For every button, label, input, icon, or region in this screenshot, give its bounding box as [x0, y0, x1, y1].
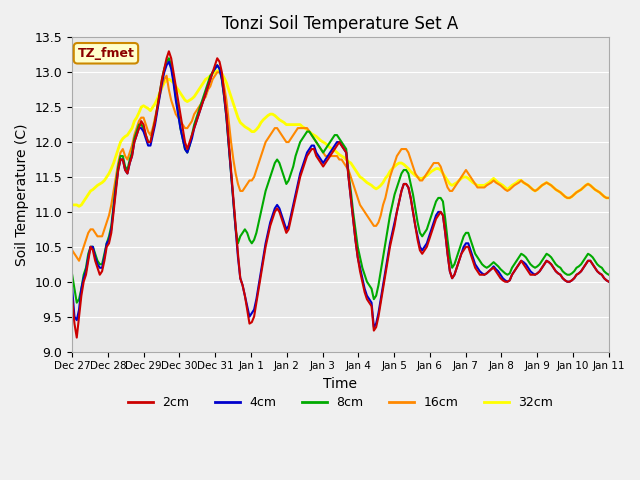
X-axis label: Time: Time	[323, 377, 358, 391]
Y-axis label: Soil Temperature (C): Soil Temperature (C)	[15, 123, 29, 266]
Title: Tonzi Soil Temperature Set A: Tonzi Soil Temperature Set A	[222, 15, 459, 33]
Text: TZ_fmet: TZ_fmet	[77, 47, 134, 60]
Legend: 2cm, 4cm, 8cm, 16cm, 32cm: 2cm, 4cm, 8cm, 16cm, 32cm	[122, 391, 558, 414]
